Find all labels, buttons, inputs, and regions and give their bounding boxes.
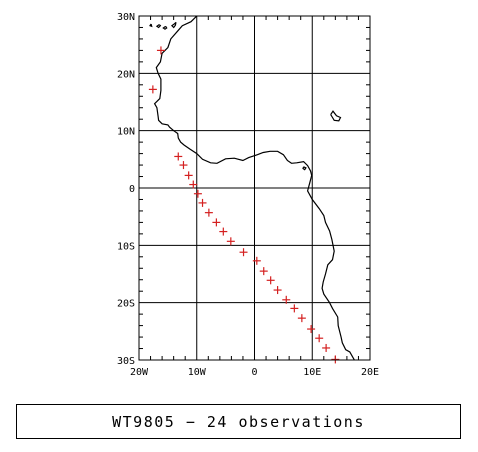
y-tick-label: 0 (129, 184, 135, 195)
observation-marker (174, 152, 183, 161)
x-tick-label: 20W (130, 367, 149, 378)
x-tick-label: 0 (251, 367, 257, 378)
observation-marker (252, 256, 261, 265)
observation-marker (266, 276, 275, 285)
observation-marker (297, 314, 306, 323)
y-tick-label: 20N (117, 69, 135, 80)
x-tick-label: 10W (188, 367, 207, 378)
observation-marker (156, 46, 165, 55)
x-tick-label: 20E (361, 367, 379, 378)
observation-marker (239, 248, 248, 257)
observation-marker (259, 267, 268, 276)
observation-marker (331, 355, 340, 364)
observation-marker (307, 325, 316, 334)
y-tick-label: 20S (117, 299, 135, 310)
y-tick-label: 30N (117, 12, 135, 23)
observation-marker (226, 237, 235, 246)
observation-marker (282, 295, 291, 304)
observation-marker (184, 171, 193, 180)
observation-marker (273, 286, 282, 295)
observation-marker (148, 85, 157, 94)
observation-marker (212, 218, 221, 227)
y-tick-label: 10N (117, 127, 135, 138)
caption-box: WT9805 − 24 observations (16, 404, 461, 439)
observation-marker (322, 343, 331, 352)
plot-frame (138, 15, 371, 361)
coastline-mainland (153, 16, 355, 360)
x-axis-ticks: 20W 10W 0 10E 20E (130, 367, 379, 378)
coastline-island (108, 90, 111, 93)
coastline-island (330, 110, 342, 122)
coastline-island (302, 166, 307, 171)
y-axis-ticks: 30N 20N 10N 0 10S 20S 30S (117, 12, 135, 367)
observation-markers (148, 46, 340, 364)
observation-marker (315, 334, 324, 343)
y-tick-label: 10S (117, 241, 135, 252)
observation-marker (193, 189, 202, 198)
x-tick-label: 10E (303, 367, 321, 378)
grid (138, 15, 371, 361)
observation-marker (189, 180, 198, 189)
observation-marker (198, 198, 207, 207)
coastline-island (170, 21, 177, 29)
caption-text: WT9805 − 24 observations (112, 412, 365, 431)
coastline (108, 16, 355, 360)
coastline-island (149, 23, 153, 28)
observation-marker (204, 208, 213, 217)
observation-marker (179, 161, 188, 170)
observation-marker (290, 304, 299, 313)
observation-marker (219, 227, 228, 236)
coastline-island (155, 24, 162, 29)
coastline-island (162, 25, 168, 30)
y-tick-label: 30S (117, 356, 135, 367)
